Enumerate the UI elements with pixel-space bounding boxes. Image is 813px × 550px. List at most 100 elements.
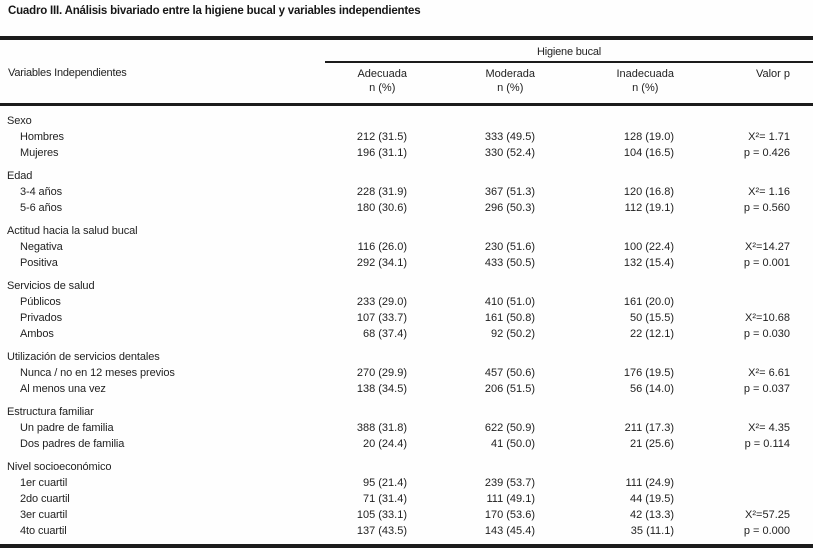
moderada-cell: 622 (50.9) <box>484 422 535 434</box>
table-section: Utilización de servicios dentales Nunca … <box>0 349 813 397</box>
moderada-cell: 367 (51.3) <box>484 186 535 198</box>
inadecuada-cell: 176 (19.5) <box>623 367 674 379</box>
table-section: Actitud hacia la salud bucal Negativa 11… <box>0 223 813 271</box>
moderada-cell: 296 (50.3) <box>484 202 535 214</box>
row-label: 5-6 años <box>20 202 63 214</box>
adecuada-cell: 20 (24.4) <box>362 438 407 450</box>
section-header-row: Edad <box>0 168 813 184</box>
column-header-inadecuada: Inadecuada n (%) <box>545 63 682 95</box>
adecuada-cell: 116 (26.0) <box>357 241 407 253</box>
moderada-cell: 161 (50.8) <box>484 312 535 324</box>
table-row: Nunca / no en 12 meses previos 270 (29.9… <box>0 365 813 381</box>
inadecuada-cell: 42 (13.3) <box>629 509 674 521</box>
inadecuada-cell: 21 (25.6) <box>629 438 674 450</box>
section-label: Utilización de servicios dentales <box>7 351 160 363</box>
column-subtitle: n (%) <box>497 82 524 94</box>
table-section: Servicios de salud Públicos 233 (29.0) 4… <box>0 278 813 342</box>
valor-p-cell <box>682 294 813 310</box>
inadecuada-cell: 22 (12.1) <box>629 328 674 340</box>
table-row: 4to cuartil 137 (43.5) 143 (45.4) 35 (11… <box>0 523 813 539</box>
moderada-cell: 170 (53.6) <box>484 509 535 521</box>
adecuada-cell: 196 (31.1) <box>356 147 407 159</box>
table-row: 3er cuartil 105 (33.1) 170 (53.6) 42 (13… <box>0 507 813 523</box>
table-row: Públicos 233 (29.0) 410 (51.0) 161 (20.0… <box>0 294 813 310</box>
table-row: Hombres 212 (31.5) 333 (49.5) 128 (19.0)… <box>0 129 813 145</box>
section-header-row: Estructura familiar <box>0 404 813 420</box>
section-label: Edad <box>7 170 33 182</box>
column-title: Moderada <box>485 68 535 80</box>
inadecuada-cell: 111 (24.9) <box>625 477 674 489</box>
section-label: Sexo <box>7 115 32 127</box>
moderada-cell: 330 (52.4) <box>484 147 535 159</box>
table-row: 5-6 años 180 (30.6) 296 (50.3) 112 (19.1… <box>0 200 813 216</box>
column-header-variables: Variables Independientes <box>8 67 127 79</box>
row-label: Dos padres de familia <box>20 438 125 450</box>
adecuada-cell: 292 (34.1) <box>356 257 407 269</box>
table-row: 2do cuartil 71 (31.4) 111 (49.1) 44 (19.… <box>0 491 813 507</box>
moderada-cell: 410 (51.0) <box>484 296 535 308</box>
bivariate-table: Higiene bucal Variables Independientes A… <box>0 36 813 548</box>
inadecuada-cell: 161 (20.0) <box>623 296 674 308</box>
row-label: Hombres <box>20 131 64 143</box>
table-row: Positiva 292 (34.1) 433 (50.5) 132 (15.4… <box>0 255 813 271</box>
valor-p-cell: X²= 6.61 <box>748 367 790 379</box>
column-title: Adecuada <box>357 68 407 80</box>
table-body: Sexo Hombres 212 (31.5) 333 (49.5) 128 (… <box>0 113 813 544</box>
section-header-row: Nivel socioeconómico <box>0 459 813 475</box>
valor-p-cell: X²=57.25 <box>745 509 790 521</box>
inadecuada-cell: 50 (15.5) <box>629 312 674 324</box>
row-label: Privados <box>20 312 62 324</box>
valor-p-cell: p = 0.560 <box>743 202 790 214</box>
moderada-cell: 239 (53.7) <box>484 477 535 489</box>
section-header-row: Utilización de servicios dentales <box>0 349 813 365</box>
section-header-row: Actitud hacia la salud bucal <box>0 223 813 239</box>
section-label: Servicios de salud <box>7 280 95 292</box>
inadecuada-cell: 100 (22.4) <box>623 241 674 253</box>
row-label: Mujeres <box>20 147 59 159</box>
moderada-cell: 92 (50.2) <box>490 328 535 340</box>
valor-p-cell: p = 0.000 <box>743 525 790 537</box>
spanner-higiene-bucal: Higiene bucal <box>325 40 813 63</box>
moderada-cell: 143 (45.4) <box>484 525 535 537</box>
section-label: Nivel socioeconómico <box>7 461 112 473</box>
moderada-cell: 230 (51.6) <box>484 241 535 253</box>
row-label: Al menos una vez <box>20 383 106 395</box>
section-header-row: Servicios de salud <box>0 278 813 294</box>
inadecuada-cell: 128 (19.0) <box>623 131 674 143</box>
moderada-cell: 41 (50.0) <box>490 438 535 450</box>
adecuada-cell: 233 (29.0) <box>356 296 407 308</box>
valor-p-cell: X²= 1.71 <box>748 131 790 143</box>
adecuada-cell: 107 (33.7) <box>356 312 407 324</box>
moderada-cell: 111 (49.1) <box>486 493 535 505</box>
header-spacer <box>0 40 325 63</box>
adecuada-cell: 138 (34.5) <box>356 383 407 395</box>
inadecuada-cell: 35 (11.1) <box>630 525 674 537</box>
adecuada-cell: 105 (33.1) <box>356 509 407 521</box>
row-label: Ambos <box>20 328 54 340</box>
row-label: Un padre de familia <box>20 422 114 434</box>
valor-p-cell: p = 0.037 <box>743 383 790 395</box>
inadecuada-cell: 132 (15.4) <box>623 257 674 269</box>
inadecuada-cell: 120 (16.8) <box>623 186 674 198</box>
valor-p-cell: X²= 4.35 <box>748 422 790 434</box>
valor-p-cell: p = 0.114 <box>744 438 790 450</box>
valor-p-cell <box>682 475 813 491</box>
section-header-row: Sexo <box>0 113 813 129</box>
table-header: Higiene bucal Variables Independientes A… <box>0 40 813 106</box>
table-row: 3-4 años 228 (31.9) 367 (51.3) 120 (16.8… <box>0 184 813 200</box>
inadecuada-cell: 211 (17.3) <box>624 422 674 434</box>
moderada-cell: 333 (49.5) <box>484 131 535 143</box>
inadecuada-cell: 56 (14.0) <box>629 383 674 395</box>
section-label: Estructura familiar <box>7 406 94 418</box>
table-row: Negativa 116 (26.0) 230 (51.6) 100 (22.4… <box>0 239 813 255</box>
row-label: Negativa <box>20 241 63 253</box>
adecuada-cell: 388 (31.8) <box>356 422 407 434</box>
adecuada-cell: 71 (31.4) <box>362 493 407 505</box>
valor-p-cell: X²= 1.16 <box>748 186 790 198</box>
inadecuada-cell: 104 (16.5) <box>623 147 674 159</box>
table-section: Sexo Hombres 212 (31.5) 333 (49.5) 128 (… <box>0 113 813 161</box>
valor-p-cell: p = 0.030 <box>743 328 790 340</box>
table-row: Mujeres 196 (31.1) 330 (52.4) 104 (16.5)… <box>0 145 813 161</box>
row-label: 4to cuartil <box>20 525 67 537</box>
